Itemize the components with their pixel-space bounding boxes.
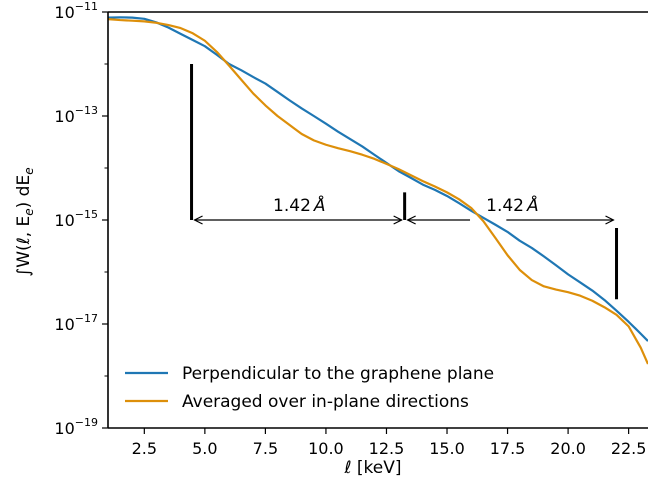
y-tick-label: 10−19: [54, 416, 98, 438]
x-tick-label: 10.0: [308, 439, 344, 458]
y-tick-label: 10−11: [54, 0, 98, 22]
series-layer: [108, 16, 648, 365]
y-axis-label-suffix: ) dE: [14, 175, 34, 209]
x-tick-label: 12.5: [369, 439, 405, 458]
span-label-2: 1.42 Å: [486, 194, 539, 216]
x-tick-label: 5.0: [192, 439, 217, 458]
legend-label-perpendicular: Perpendicular to the graphene plane: [182, 364, 494, 384]
y-axis-label-sub-2: e: [22, 167, 36, 174]
x-tick-label: 22.5: [611, 439, 647, 458]
legend: Perpendicular to the graphene plane Aver…: [125, 364, 494, 412]
x-tick-label: 2.5: [132, 439, 157, 458]
annotation-layer: 1.42 Å 1.42 Å: [190, 64, 619, 300]
series-line-perpendicular: [108, 16, 648, 342]
x-tick-label: 15.0: [429, 439, 465, 458]
x-tick-label: 17.5: [490, 439, 526, 458]
y-axis-label: ∫W(ℓ, Ee) dEe: [14, 167, 36, 276]
x-tick-label: 7.5: [253, 439, 278, 458]
y-tick-label: 10−13: [54, 104, 98, 126]
y-axis-label-sub-1: e: [22, 208, 36, 215]
legend-label-averaged: Averaged over in-plane directions: [182, 392, 469, 412]
series-line-averaged: [108, 18, 648, 365]
y-axis-label-main: ∫W(ℓ, E: [14, 216, 34, 277]
span-label-1: 1.42 Å: [273, 194, 326, 216]
x-tick-label: 20.0: [550, 439, 586, 458]
y-tick-label: 10−15: [54, 208, 98, 230]
y-tick-label: 10−17: [54, 312, 98, 334]
x-axis-label: ℓ [keV]: [343, 458, 401, 478]
axes-layer: 2.5 5.0 7.5 10.0 12.5 15.0 17.5 20.0 22.5 10−11 10…: [54, 0, 648, 458]
